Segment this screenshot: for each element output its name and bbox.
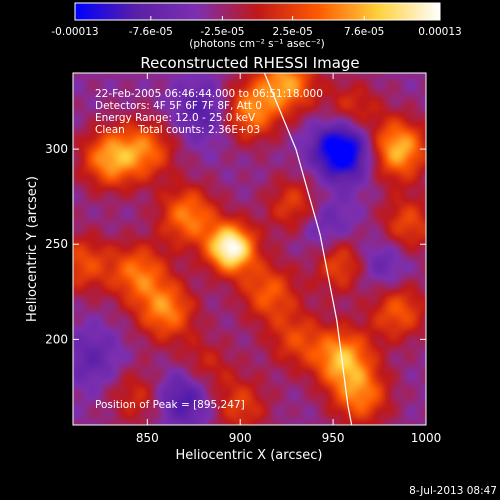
y-tick-label: 250 bbox=[45, 237, 68, 251]
x-tick-label: 900 bbox=[229, 431, 252, 445]
annotation-clean: Clean Total counts: 2.36E+03 bbox=[95, 124, 260, 136]
colorbar-tick-label: 7.6e-05 bbox=[344, 26, 384, 38]
annotation-time: 22-Feb-2005 06:46:44.000 to 06:51:18.000 bbox=[95, 88, 323, 100]
annotation-energy: Energy Range: 12.0 - 25.0 keV bbox=[95, 112, 256, 124]
x-tick-label: 1000 bbox=[411, 431, 442, 445]
colorbar-gradient bbox=[75, 3, 440, 20]
x-axis-ticks: 850 900 950 1000 bbox=[136, 73, 441, 445]
annotation-detectors: Detectors: 4F 5F 6F 7F 8F, Att 0 bbox=[95, 100, 262, 112]
plot-frame bbox=[72, 72, 427, 426]
timestamp: 8-Jul-2013 08:47 bbox=[409, 485, 497, 497]
colorbar-tick-label: -0.00013 bbox=[51, 26, 98, 38]
peak-position-label: Position of Peak = [895,247] bbox=[95, 399, 245, 411]
solar-limb-curve bbox=[263, 73, 353, 425]
y-tick-label: 300 bbox=[45, 142, 68, 156]
colorbar-tick-label: 0.00013 bbox=[418, 26, 461, 38]
chart-title: Reconstructed RHESSI Image bbox=[140, 54, 359, 72]
x-tick-label: 950 bbox=[322, 431, 345, 445]
colorbar-frame bbox=[74, 2, 441, 21]
x-tick-label: 850 bbox=[136, 431, 159, 445]
colorbar: -0.00013 -7.6e-05 -2.5e-05 2.5e-05 7.6e-05 0.… bbox=[51, 2, 462, 50]
colorbar-tick-label: 2.5e-05 bbox=[272, 26, 312, 38]
y-tick-label: 200 bbox=[45, 332, 68, 346]
x-axis-label: Heliocentric X (arcsec) bbox=[176, 448, 323, 463]
colorbar-tick-label: -7.6e-05 bbox=[129, 26, 173, 38]
info-annotations: 22-Feb-2005 06:46:44.000 to 06:51:18.000… bbox=[95, 88, 323, 411]
colorbar-unit-label: (photons cm⁻² s⁻¹ asec⁻²) bbox=[189, 38, 324, 50]
plot-area bbox=[73, 73, 426, 425]
heatmap-image bbox=[73, 73, 426, 425]
colorbar-ticks: -0.00013 -7.6e-05 -2.5e-05 2.5e-05 7.6e-05 0.… bbox=[51, 16, 462, 38]
y-axis-ticks: 200 250 300 bbox=[45, 142, 426, 346]
y-axis-label: Heliocentric Y (arcsec) bbox=[25, 176, 40, 322]
colorbar-tick-label: -2.5e-05 bbox=[200, 26, 244, 38]
